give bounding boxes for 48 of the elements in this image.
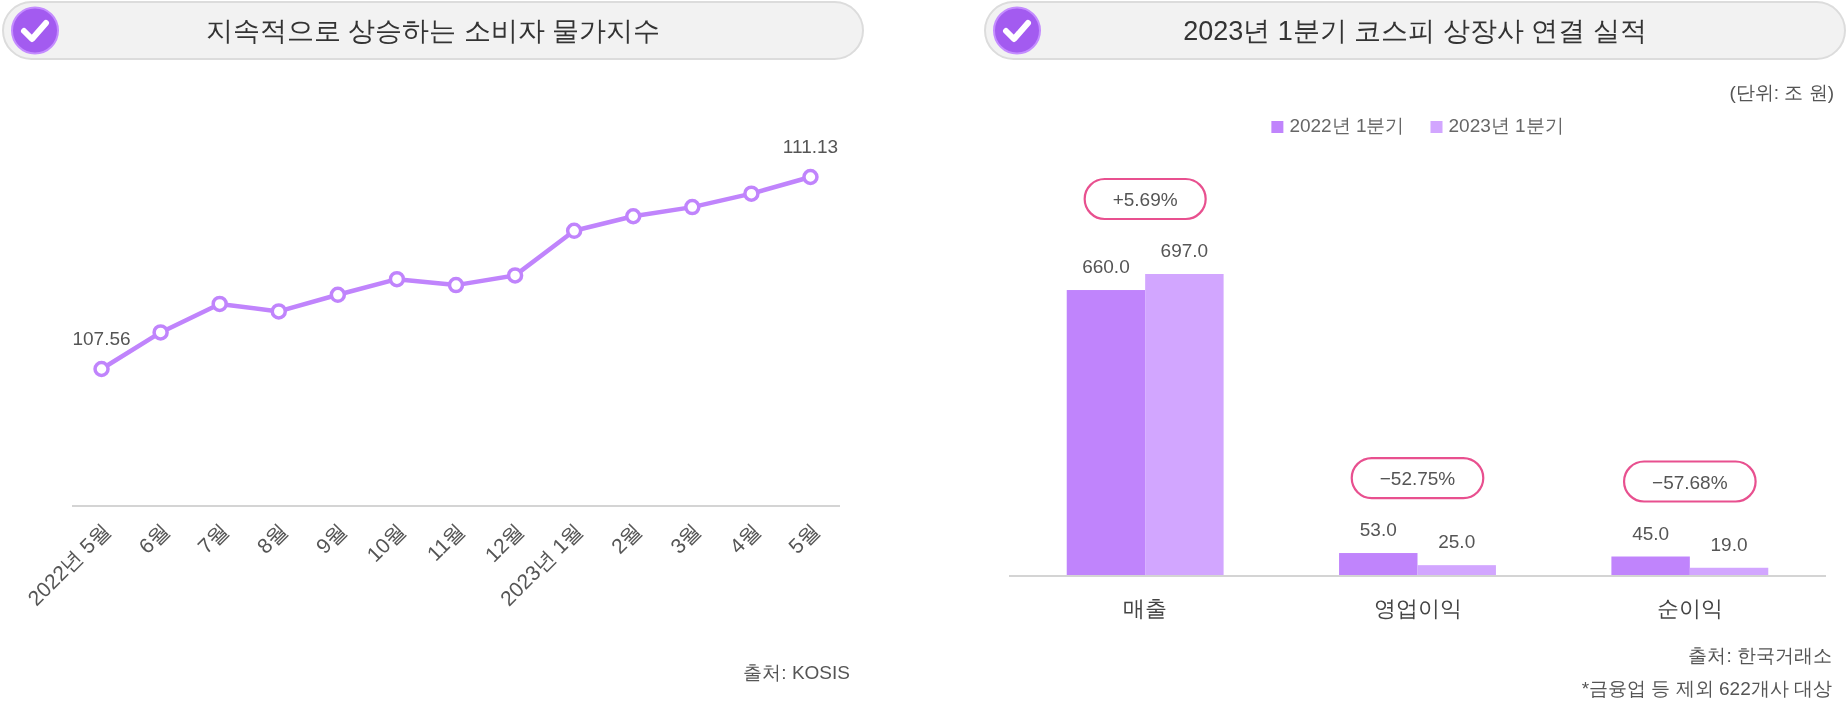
text: *금융업 등 제외 622개사 대상 xyxy=(1581,678,1832,699)
data-label: 660.0 xyxy=(1082,256,1130,278)
point xyxy=(506,267,524,284)
x-tick-label: 6월 xyxy=(134,518,174,558)
point xyxy=(93,360,110,378)
text: +5.69% xyxy=(1112,189,1178,210)
point xyxy=(565,222,583,240)
annotation: −52.75% xyxy=(1379,468,1456,490)
point xyxy=(624,208,642,225)
point xyxy=(447,276,465,294)
point xyxy=(743,185,760,202)
x-tick-label: 매출 xyxy=(1123,596,1168,621)
chart-title: 지속적으로 상승하는 소비자 물가지수 xyxy=(205,16,661,46)
point xyxy=(388,270,406,288)
x-tick-label: 영업이익 xyxy=(1373,596,1462,621)
data-label: 697.0 xyxy=(1160,240,1209,261)
x-tick-label: 7월 xyxy=(193,518,233,558)
x-tick-label: 9월 xyxy=(311,518,351,558)
point xyxy=(329,286,347,304)
x-tick-label: 3월 xyxy=(665,518,706,558)
x-tick-label: 5월 xyxy=(783,518,824,558)
point xyxy=(211,295,228,313)
x-tick-label: 2월 xyxy=(606,518,647,558)
bar xyxy=(1417,565,1496,576)
data-label: 107.56 xyxy=(72,328,131,349)
chart-title: 2023년 1분기 코스피 상장사 연결 실적 xyxy=(1183,16,1647,46)
x-tick-label: 8월 xyxy=(252,518,292,558)
y-axis-title: (단위: 조 원) xyxy=(1729,82,1834,103)
source-note: 출처: KOSIS xyxy=(743,662,850,683)
bar xyxy=(1339,553,1418,576)
x-tick-label: 4월 xyxy=(724,518,765,558)
point xyxy=(802,168,819,186)
data-label: 53.0 xyxy=(1359,519,1397,541)
point xyxy=(684,198,701,216)
annotation: −57.68% xyxy=(1652,471,1728,493)
data-label: 45.0 xyxy=(1632,522,1670,544)
bar xyxy=(1145,274,1224,576)
source-note: 출처: 한국거래소 xyxy=(1688,645,1832,666)
point xyxy=(270,303,288,320)
x-tick-label: 순이익 xyxy=(1656,596,1723,621)
point xyxy=(152,324,169,341)
bar xyxy=(1066,290,1146,576)
data-label: 19.0 xyxy=(1710,533,1748,555)
bar xyxy=(1611,556,1690,576)
data-label: 111.13 xyxy=(782,136,839,157)
legend-label: 2022년 1분기 xyxy=(1289,115,1405,136)
data-label: 25.0 xyxy=(1438,531,1476,553)
legend-label: 2023년 1분기 xyxy=(1448,115,1564,136)
